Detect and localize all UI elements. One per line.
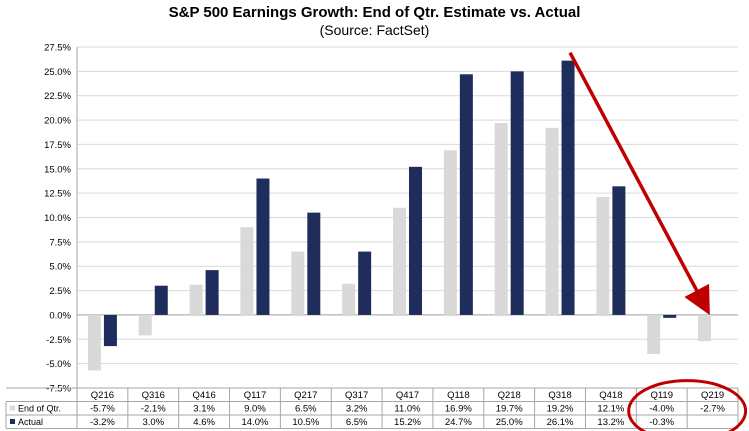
y-tick-label: -7.5% bbox=[46, 384, 71, 395]
category-label: Q216 bbox=[91, 390, 114, 401]
category-label: Q316 bbox=[142, 390, 165, 401]
table-value: 14.0% bbox=[241, 417, 268, 428]
category-label: Q417 bbox=[396, 390, 419, 401]
y-tick-label: 17.5% bbox=[44, 140, 71, 151]
legend-swatch bbox=[10, 405, 15, 411]
actual-bar bbox=[205, 270, 219, 315]
y-tick-label: 15.0% bbox=[44, 164, 71, 175]
table-value: 25.0% bbox=[496, 417, 523, 428]
actual-bar bbox=[459, 74, 473, 315]
table-value: 26.1% bbox=[547, 417, 574, 428]
actual-bar bbox=[663, 314, 677, 318]
estimate-bar bbox=[189, 284, 203, 315]
y-tick-label: 27.5% bbox=[44, 43, 71, 54]
category-label: Q418 bbox=[599, 390, 622, 401]
estimate-bar bbox=[87, 314, 101, 371]
table-value: 3.0% bbox=[142, 417, 164, 428]
estimate-bar bbox=[494, 122, 508, 315]
table-value: -3.2% bbox=[90, 417, 115, 428]
legend-series-name: End of Qtr. bbox=[18, 404, 61, 414]
estimate-bar bbox=[240, 227, 254, 315]
category-label: Q217 bbox=[294, 390, 317, 401]
table-value: 6.5% bbox=[346, 417, 368, 428]
estimate-bar bbox=[647, 314, 661, 354]
annotations bbox=[568, 51, 748, 431]
table-value: 19.2% bbox=[547, 404, 574, 415]
data-table: Q216 Q316 Q416 Q117 Q217 Q317 Q417 Q118 Q218 Q318… bbox=[5, 387, 739, 429]
category-label: Q317 bbox=[345, 390, 368, 401]
table-value: 10.5% bbox=[292, 417, 319, 428]
y-tick-label: -2.5% bbox=[46, 335, 71, 346]
actual-bar bbox=[510, 71, 524, 315]
estimate-bar bbox=[545, 127, 559, 315]
table-value: -2.1% bbox=[141, 404, 166, 415]
y-tick-label: 0.0% bbox=[49, 310, 71, 321]
legend-series-name: Actual bbox=[18, 417, 43, 427]
category-label: Q117 bbox=[244, 390, 267, 401]
table-value: -2.7% bbox=[700, 404, 725, 415]
table-value: 3.1% bbox=[193, 404, 215, 415]
table-value: 13.2% bbox=[597, 417, 624, 428]
estimate-bar bbox=[138, 314, 152, 336]
y-tick-label: 5.0% bbox=[49, 262, 71, 273]
bars bbox=[87, 60, 712, 371]
y-tick-label: 12.5% bbox=[44, 189, 71, 200]
legend-swatch bbox=[10, 419, 15, 424]
y-tick-label: 22.5% bbox=[44, 91, 71, 102]
category-label: Q118 bbox=[447, 390, 470, 401]
actual-bar bbox=[409, 166, 422, 315]
estimate-bar bbox=[443, 150, 457, 315]
red-arrow bbox=[568, 51, 710, 316]
table-value: -0.3% bbox=[649, 417, 674, 428]
category-label: Q218 bbox=[498, 390, 521, 401]
actual-bar bbox=[612, 186, 626, 315]
table-value: 9.0% bbox=[244, 404, 266, 415]
y-tick-label: 10.0% bbox=[44, 213, 71, 224]
table-value: 6.5% bbox=[295, 404, 317, 415]
y-tick-label: 7.5% bbox=[49, 237, 71, 248]
table-value: -5.7% bbox=[90, 404, 115, 415]
actual-bar bbox=[103, 314, 117, 347]
y-tick-label: 2.5% bbox=[49, 286, 71, 297]
highlight-ellipse bbox=[627, 379, 748, 431]
chart-subtitle: (Source: FactSet) bbox=[319, 22, 430, 38]
category-label: Q416 bbox=[192, 390, 215, 401]
table-value: 19.7% bbox=[496, 404, 523, 415]
table-value: 11.0% bbox=[394, 404, 421, 415]
y-tick-label: 20.0% bbox=[44, 116, 71, 127]
table-value: 12.1% bbox=[597, 404, 624, 415]
actual-bar bbox=[561, 60, 575, 315]
table-value: 4.6% bbox=[193, 417, 215, 428]
estimate-bar bbox=[393, 207, 406, 315]
y-tick-label: 25.0% bbox=[44, 67, 71, 78]
estimate-bar bbox=[596, 197, 610, 315]
y-tick-label: -5.0% bbox=[46, 359, 71, 370]
y-axis-ticks: 27.5% 25.0% 22.5% 20.0% 17.5% 15.0% 12.5% 10.0%… bbox=[44, 43, 71, 395]
estimate-bar bbox=[291, 251, 305, 315]
table-value: -4.0% bbox=[649, 404, 674, 415]
chart-title: S&P 500 Earnings Growth: End of Qtr. Est… bbox=[168, 4, 581, 21]
estimate-bar bbox=[342, 283, 356, 315]
actual-bar bbox=[256, 178, 270, 315]
actual-bar bbox=[154, 285, 168, 315]
actual-bar bbox=[307, 212, 321, 315]
category-label: Q119 bbox=[650, 390, 673, 401]
table-value: 16.9% bbox=[445, 404, 472, 415]
estimate-bar bbox=[698, 314, 712, 342]
table-value: 15.2% bbox=[394, 417, 421, 428]
actual-bar bbox=[358, 251, 372, 315]
gridlines bbox=[76, 46, 738, 389]
table-value: 3.2% bbox=[346, 404, 368, 415]
category-label: Q318 bbox=[548, 390, 571, 401]
category-label: Q219 bbox=[701, 390, 724, 401]
table-value: 24.7% bbox=[445, 417, 472, 428]
